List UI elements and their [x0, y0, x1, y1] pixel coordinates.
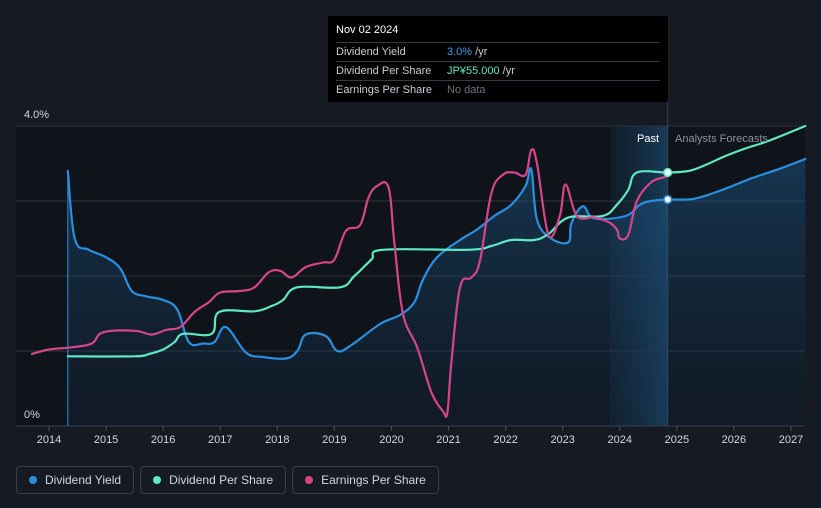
legend-label: Earnings Per Share: [321, 473, 426, 487]
legend-dot-icon: [29, 476, 37, 484]
legend-label: Dividend Per Share: [169, 473, 274, 487]
tooltip-label: Earnings Per Share: [336, 84, 432, 96]
y-tick-label: 0%: [24, 409, 40, 421]
x-tick-label: 2021: [436, 434, 460, 446]
x-tick-label: 2023: [550, 434, 574, 446]
x-tick-label: 2019: [322, 434, 346, 446]
tooltip: Nov 02 2024 Dividend Yield 3.0% /yr Divi…: [328, 16, 668, 102]
x-tick-label: 2024: [608, 434, 632, 446]
earnings-per-share-line: [30, 148, 667, 418]
x-tick-label: 2014: [37, 434, 61, 446]
marker-layer: [663, 167, 673, 205]
x-axis: 2014 2015 2016 2017 2018 2019 2020 2021 2022 2023…: [37, 426, 803, 446]
legend-dot-icon: [305, 476, 314, 484]
forecast-label: Analysts Forecasts: [675, 133, 768, 145]
tooltip-unit: /yr: [499, 65, 515, 77]
dividend-per-share-line: [66, 124, 807, 358]
marker-dividend-yield: [663, 194, 673, 205]
tooltip-date: Nov 02 2024: [336, 24, 399, 36]
marker-dividend-per-share: [663, 167, 673, 178]
past-label: Past: [637, 133, 659, 145]
legend-item-dividend-per-share[interactable]: Dividend Per Share: [140, 466, 287, 494]
x-tick-label: 2016: [151, 434, 175, 446]
x-tick-label: 2018: [265, 434, 289, 446]
x-tick-label: 2026: [722, 434, 746, 446]
dividend-yield-area: [67, 159, 806, 426]
legend-label: Dividend Yield: [45, 473, 122, 487]
legend-item-dividend-yield[interactable]: Dividend Yield: [16, 466, 135, 494]
x-tick-label: 2025: [665, 434, 689, 446]
x-tick-label: 2017: [208, 434, 232, 446]
dividend-yield-line: [66, 157, 807, 360]
tooltip-label: Dividend Yield: [336, 46, 406, 58]
x-tick-label: 2015: [94, 434, 118, 446]
legend-dot-icon: [153, 476, 162, 484]
x-tick-label: 2020: [379, 434, 403, 446]
tooltip-value: JP¥55.000: [447, 65, 500, 77]
tooltip-row-dividend-per-share: Dividend Per Share JP¥55.000 /yr: [336, 61, 660, 80]
x-tick-label: 2022: [493, 434, 517, 446]
area-layer: [67, 159, 806, 426]
y-tick-label: 4.0%: [24, 109, 49, 121]
tooltip-row-dividend-yield: Dividend Yield 3.0% /yr: [336, 42, 660, 61]
y-axis: 4.0% 0%: [24, 109, 49, 421]
tooltip-value: No data: [447, 84, 486, 96]
legend-item-earnings-per-share[interactable]: Earnings Per Share: [292, 466, 439, 494]
tooltip-value: 3.0%: [447, 46, 473, 58]
tooltip-row-earnings-per-share: Earnings Per Share No data: [336, 80, 660, 99]
x-tick-label: 2027: [779, 434, 803, 446]
tooltip-label: Dividend Per Share: [336, 65, 432, 77]
line-layer: [30, 124, 807, 418]
legend: Dividend Yield Dividend Per Share Earnin…: [16, 466, 439, 494]
tooltip-unit: /yr: [472, 46, 488, 58]
